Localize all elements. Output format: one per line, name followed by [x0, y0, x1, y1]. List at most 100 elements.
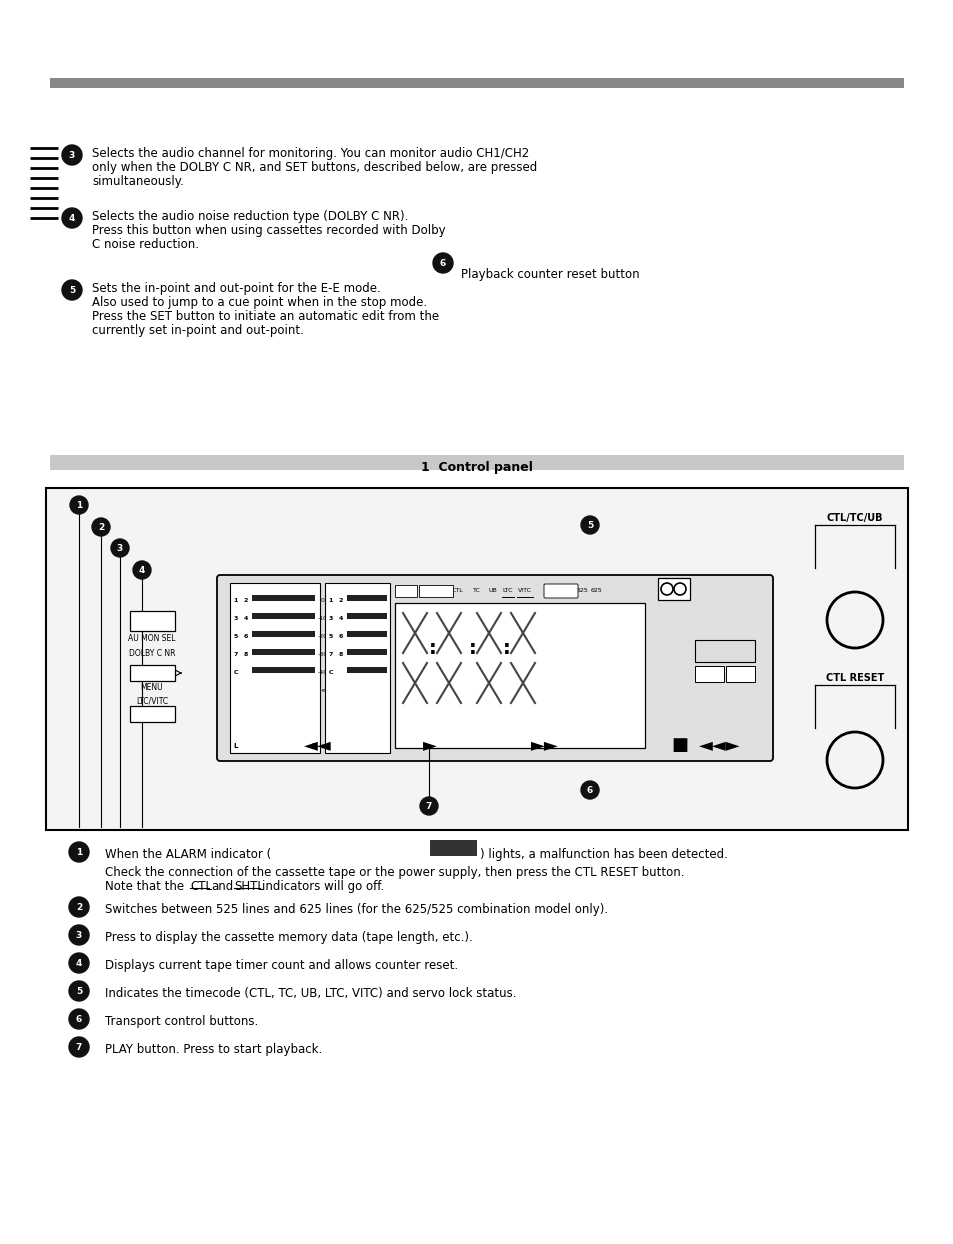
Text: currently set in-point and out-point.: currently set in-point and out-point. [91, 323, 304, 337]
Text: -30: -30 [317, 652, 328, 657]
Text: Transport control buttons.: Transport control buttons. [105, 1015, 258, 1028]
Text: 2: 2 [98, 522, 104, 532]
Text: simultaneously.: simultaneously. [91, 175, 184, 188]
Text: Also used to jump to a cue point when in the stop mode.: Also used to jump to a cue point when in… [91, 296, 427, 309]
Text: C: C [329, 669, 333, 674]
Text: 7: 7 [233, 652, 238, 657]
Bar [430, 840, 476, 856]
Text: 6: 6 [338, 633, 343, 638]
Text: SET: SET [143, 668, 161, 678]
Text: ALARM: ALARM [435, 843, 471, 852]
Text: Note that the: Note that the [105, 880, 188, 893]
Bar [252, 667, 314, 673]
Circle shape [69, 982, 89, 1001]
Text: TC: TC [473, 588, 480, 593]
FancyBboxPatch shape [216, 575, 772, 761]
Text: VITC: VITC [517, 588, 532, 593]
Bar [130, 707, 174, 722]
Text: 525: 525 [576, 588, 587, 593]
Circle shape [580, 781, 598, 799]
Text: 2: 2 [244, 597, 248, 602]
Circle shape [69, 842, 89, 862]
Text: :: : [429, 638, 436, 658]
Text: 6: 6 [586, 786, 593, 795]
Text: 1  Control panel: 1 Control panel [420, 462, 533, 474]
Bar [252, 613, 314, 620]
Bar [252, 595, 314, 601]
Bar [347, 595, 387, 601]
Circle shape [69, 926, 89, 945]
Text: 625: 625 [591, 588, 602, 593]
Bar [50, 455, 903, 470]
Text: Press this button when using cassettes recorded with Dolby: Press this button when using cassettes r… [91, 224, 445, 238]
Text: C: C [233, 669, 238, 674]
Bar [418, 585, 453, 597]
Text: 5: 5 [329, 633, 333, 638]
Text: 5: 5 [76, 986, 82, 996]
Text: -20: -20 [317, 633, 328, 638]
Text: Selects the audio channel for monitoring. You can monitor audio CH1/CH2: Selects the audio channel for monitoring… [91, 147, 529, 160]
Text: -40: -40 [317, 669, 328, 674]
Bar [230, 583, 319, 753]
Text: LTC: LTC [502, 588, 513, 593]
Bar [658, 578, 689, 600]
Bar [252, 649, 314, 656]
Text: -∞: -∞ [319, 688, 327, 693]
Text: 1: 1 [76, 501, 82, 510]
Text: ►: ► [422, 736, 436, 754]
Circle shape [433, 253, 453, 272]
Text: CTL: CTL [452, 588, 463, 593]
Text: ►►: ►► [531, 736, 558, 754]
Bar [347, 667, 387, 673]
Circle shape [62, 146, 82, 165]
Bar [347, 631, 387, 637]
Text: LTC/VITC: LTC/VITC [135, 695, 168, 705]
Text: Switches between 525 lines and 625 lines (for the 625/525 combination model only: Switches between 525 lines and 625 lines… [105, 903, 607, 916]
Text: R: R [311, 743, 316, 749]
Text: 4: 4 [139, 566, 145, 575]
Text: C noise reduction.: C noise reduction. [91, 238, 199, 251]
Circle shape [70, 496, 88, 514]
Circle shape [62, 280, 82, 300]
Bar [130, 611, 174, 631]
Text: 3: 3 [233, 616, 238, 621]
Bar [50, 78, 903, 88]
Text: L: L [233, 743, 238, 749]
Text: ■: ■ [671, 736, 688, 754]
Text: 1: 1 [76, 848, 82, 857]
Circle shape [132, 561, 151, 578]
Text: 3: 3 [117, 544, 123, 552]
Text: DOLBY C NR: DOLBY C NR [129, 649, 175, 658]
Text: Indicates the timecode (CTL, TC, UB, LTC, VITC) and servo lock status.: Indicates the timecode (CTL, TC, UB, LTC… [105, 986, 516, 1000]
Text: DATA: DATA [398, 588, 413, 593]
Circle shape [69, 1037, 89, 1057]
Text: and: and [211, 880, 233, 893]
Text: 6: 6 [76, 1015, 82, 1024]
Text: 2: 2 [338, 597, 343, 602]
Text: :: : [469, 638, 476, 658]
Text: ) lights, a malfunction has been detected.: ) lights, a malfunction has been detecte… [479, 848, 727, 861]
Text: 8: 8 [338, 652, 343, 657]
Text: SERVO: SERVO [552, 588, 569, 593]
Text: Press to display the cassette memory data (tape length, etc.).: Press to display the cassette memory dat… [105, 931, 473, 944]
Bar [395, 585, 416, 597]
Bar [395, 603, 644, 748]
Circle shape [91, 518, 110, 536]
Text: MENU: MENU [140, 683, 163, 692]
Text: Sets the in-point and out-point for the E-E mode.: Sets the in-point and out-point for the … [91, 282, 380, 295]
Text: SHTL: SHTL [732, 673, 748, 678]
Text: 5: 5 [586, 521, 593, 530]
Text: UB: UB [488, 588, 497, 593]
Bar [347, 649, 387, 656]
Text: 8: 8 [244, 652, 248, 657]
Text: 2: 2 [76, 903, 82, 912]
Text: 7: 7 [75, 1042, 82, 1052]
Text: 1: 1 [329, 597, 333, 602]
Circle shape [111, 539, 129, 557]
Text: 3: 3 [69, 151, 75, 160]
Text: 4: 4 [338, 616, 343, 621]
Bar [725, 666, 754, 682]
Text: only when the DOLBY C NR, and SET buttons, described below, are pressed: only when the DOLBY C NR, and SET button… [91, 160, 537, 174]
Text: CTL/TC/UB: CTL/TC/UB [826, 513, 882, 522]
Text: ◄◄: ◄◄ [304, 736, 332, 754]
